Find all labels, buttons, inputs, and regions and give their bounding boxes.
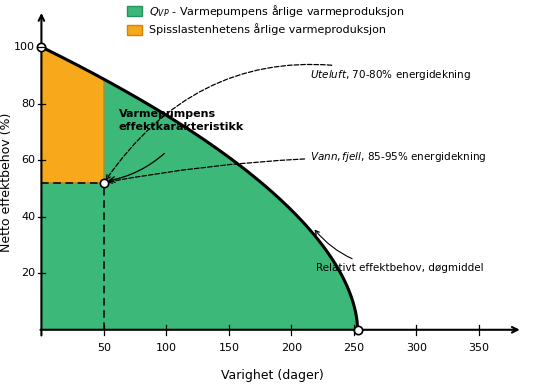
Text: 350: 350	[469, 343, 489, 353]
Text: Netto effektbehov (%): Netto effektbehov (%)	[0, 113, 13, 252]
Text: $\mathbf{\it{Vann, fjell}}$, 85-95% energidekning: $\mathbf{\it{Vann, fjell}}$, 85-95% ener…	[108, 150, 487, 183]
Text: $\mathbf{\it{Uteluft}}$, 70-80% energidekning: $\mathbf{\it{Uteluft}}$, 70-80% energide…	[106, 65, 471, 179]
Polygon shape	[42, 47, 104, 183]
Text: Varighet (dager): Varighet (dager)	[221, 369, 324, 382]
Text: 20: 20	[21, 268, 35, 278]
Text: 80: 80	[21, 99, 35, 109]
Text: 40: 40	[21, 212, 35, 222]
Text: 250: 250	[343, 343, 365, 353]
Text: Varmepumpens
effektkarakteristikk: Varmepumpens effektkarakteristikk	[119, 109, 244, 132]
Text: 100: 100	[14, 42, 35, 52]
Polygon shape	[42, 47, 358, 330]
Text: 200: 200	[281, 343, 302, 353]
Text: 150: 150	[219, 343, 239, 353]
Text: 60: 60	[21, 155, 35, 165]
Legend: $Q_{VP}$ - Varmepumpens årlige varmeproduksjon, Spisslastenhetens årlige varmepr: $Q_{VP}$ - Varmepumpens årlige varmeprod…	[126, 3, 405, 35]
Text: Relativt effektbehov, døgmiddel: Relativt effektbehov, døgmiddel	[315, 230, 484, 273]
Text: 50: 50	[97, 343, 111, 353]
Text: 300: 300	[406, 343, 427, 353]
Text: 100: 100	[156, 343, 177, 353]
